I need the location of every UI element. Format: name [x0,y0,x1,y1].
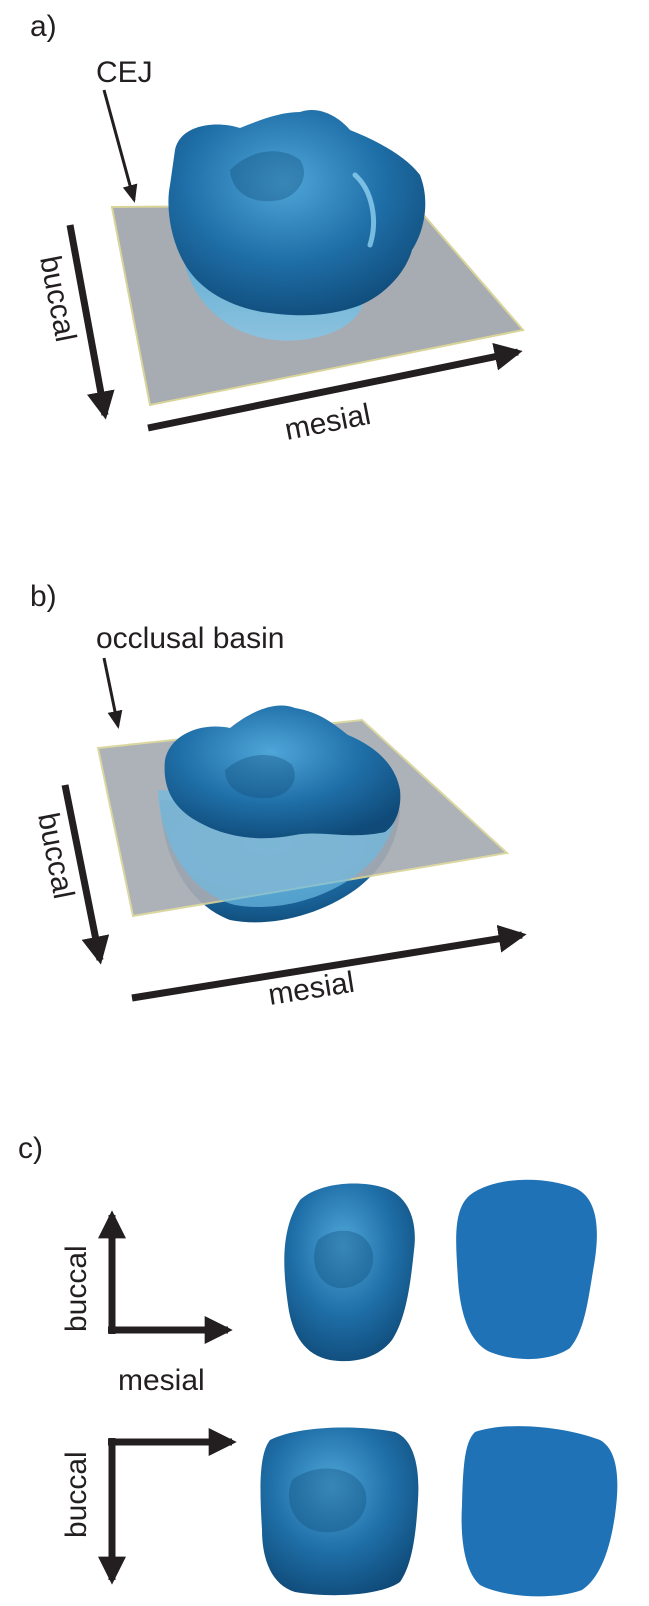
occlusal-view-fossa-1 [314,1230,374,1289]
occlusal-outline-1 [456,1179,597,1360]
crown-highlight [352,172,376,248]
occlusal-basin-area [225,754,295,799]
occlusal-view-tooth-2 [260,1427,419,1596]
mesial-axis-arrow-b [131,924,527,1002]
panel-a-label: a) [30,10,57,43]
row1-buccal-label: buccal [60,1245,93,1332]
occlusal-basin-pointer-arrow [102,657,123,729]
mesial-axis-arrow [147,342,523,432]
cej-pointer-arrow [102,89,138,203]
buccal-axis-arrow-b [61,784,110,965]
panel-c-label: c) [18,1132,43,1165]
buccal-axis-arrow [66,224,115,420]
occlusal-view-fossa-2 [288,1468,367,1533]
tooth-crown-3d [168,110,426,316]
panel-a: a) CEJ buccal mesial [30,10,525,447]
occlusal-fossa [230,151,304,202]
panel-b-label: b) [30,580,57,613]
row2-buccal-label: buccal [60,1451,93,1538]
tooth-crown-upper [164,705,401,839]
row1-mesial-label: mesial [118,1364,205,1397]
cej-callout: CEJ [96,56,153,89]
occlusal-outline-2 [461,1426,618,1597]
panel-b: b) occlusal basin buccal mesial [30,580,527,1012]
occlusal-basin-callout: occlusal basin [96,622,284,655]
occlusal-view-tooth-1 [284,1183,415,1362]
panel-c: c) buccal mesial buccal [18,1132,618,1597]
mesial-axis-label: mesial [282,398,373,447]
